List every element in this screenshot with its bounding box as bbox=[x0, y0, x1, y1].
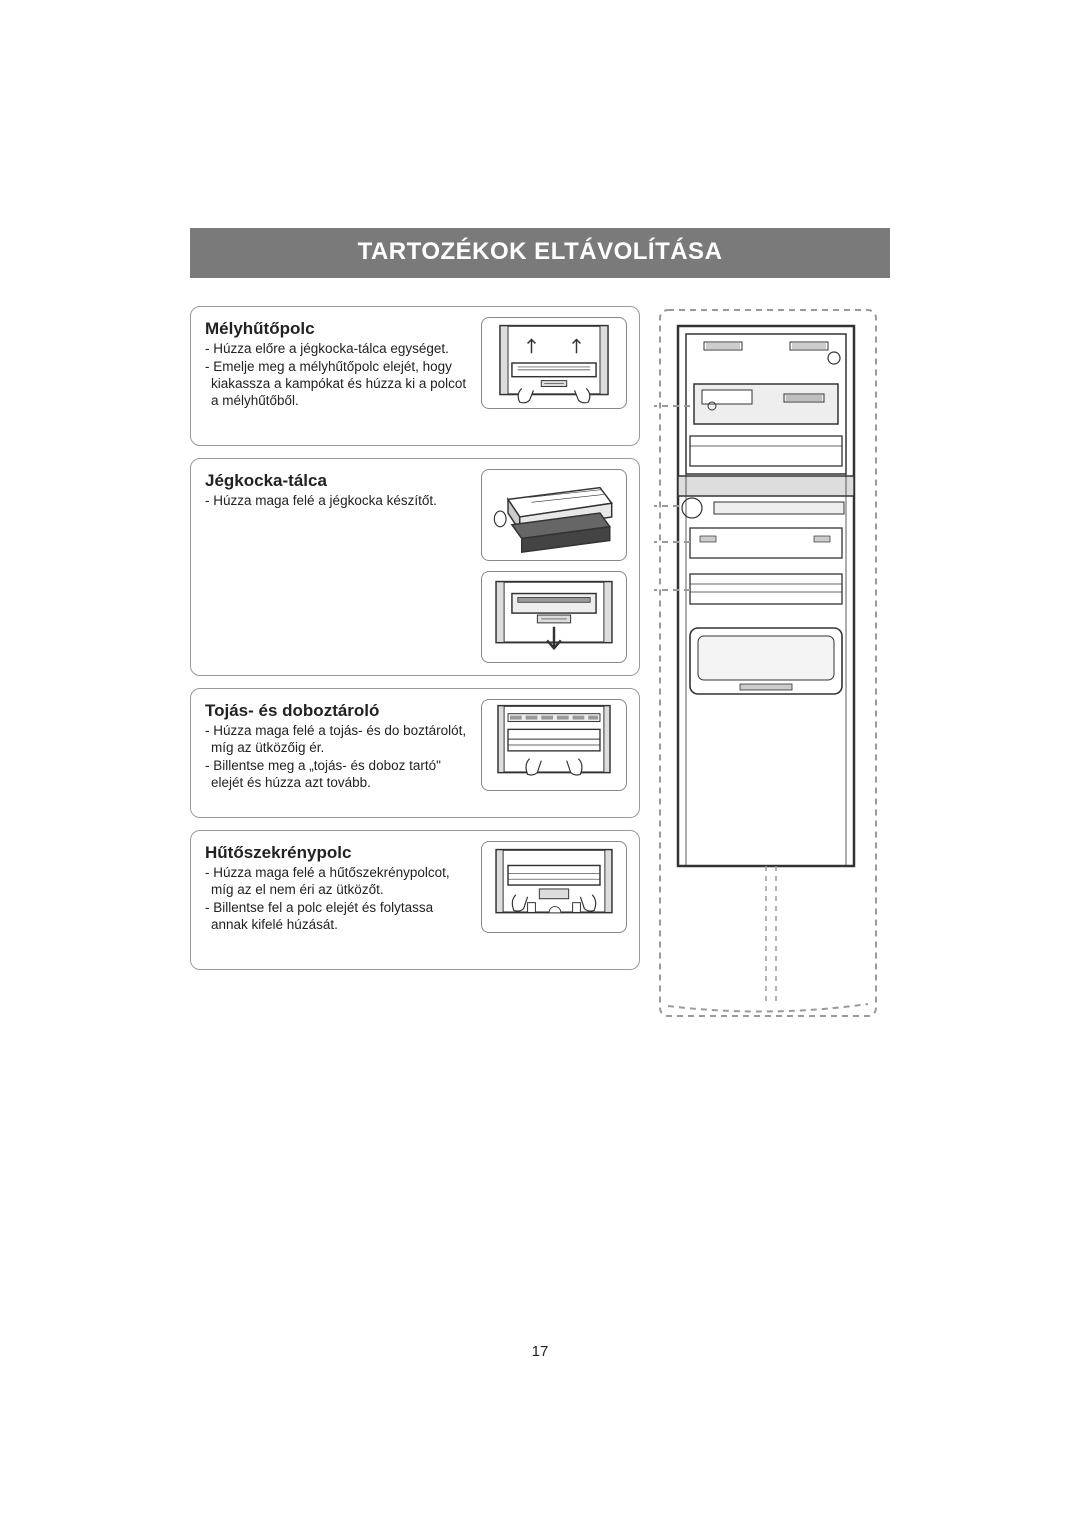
section-line: - Húzza maga felé a jégkocka készítőt. bbox=[205, 493, 471, 510]
section-heading: Tojás- és doboztároló bbox=[205, 701, 471, 721]
section-heading: Mélyhűtőpolc bbox=[205, 319, 471, 339]
manual-page: TARTOZÉKOK ELTÁVOLÍTÁSA Mélyhűtőpolc - H… bbox=[190, 228, 890, 1026]
section-line: - Húzza előre a jégkocka-tálca egységet. bbox=[205, 341, 471, 358]
illustration-ice-tray-front bbox=[481, 571, 627, 663]
section-line: - Billentse meg a „tojás- és doboz tartó… bbox=[205, 758, 471, 792]
section-egg-box-holder: Tojás- és doboztároló - Húzza maga felé … bbox=[190, 688, 640, 818]
page-title: TARTOZÉKOK ELTÁVOLÍTÁSA bbox=[358, 238, 723, 265]
fridge-diagram bbox=[654, 306, 884, 1026]
section-fridge-shelf: Hűtőszekrénypolc - Húzza maga felé a hűt… bbox=[190, 830, 640, 970]
section-text: Jégkocka-tálca - Húzza maga felé a jégko… bbox=[205, 469, 471, 511]
illustration-freezer-shelf bbox=[481, 317, 627, 409]
section-text: Hűtőszekrénypolc - Húzza maga felé a hűt… bbox=[205, 841, 471, 935]
section-text: Tojás- és doboztároló - Húzza maga felé … bbox=[205, 699, 471, 793]
sections-column: Mélyhűtőpolc - Húzza előre a jégkocka-tá… bbox=[190, 306, 640, 970]
section-heading: Hűtőszekrénypolc bbox=[205, 843, 471, 863]
section-line: - Húzza maga felé a tojás- és do boztáro… bbox=[205, 723, 471, 757]
illustration-fridge-shelf bbox=[481, 841, 627, 933]
page-title-bar: TARTOZÉKOK ELTÁVOLÍTÁSA bbox=[190, 228, 890, 278]
section-ice-tray: Jégkocka-tálca - Húzza maga felé a jégko… bbox=[190, 458, 640, 676]
section-freezer-shelf: Mélyhűtőpolc - Húzza előre a jégkocka-tá… bbox=[190, 306, 640, 446]
fridge-diagram-column bbox=[654, 306, 884, 1026]
content-row: Mélyhűtőpolc - Húzza előre a jégkocka-tá… bbox=[190, 306, 890, 1026]
section-line: - Húzza maga felé a hűtőszekrénypolcot, … bbox=[205, 865, 471, 899]
section-line: - Billentse fel a polc elejét és folytas… bbox=[205, 900, 471, 934]
illustration-stack bbox=[481, 469, 627, 663]
section-text: Mélyhűtőpolc - Húzza előre a jégkocka-tá… bbox=[205, 317, 471, 411]
page-number: 17 bbox=[190, 1343, 890, 1360]
section-line: - Emelje meg a mélyhűtőpolc elejét, hogy… bbox=[205, 359, 471, 410]
illustration-ice-tray-top bbox=[481, 469, 627, 561]
illustration-stack bbox=[481, 841, 627, 933]
illustration-stack bbox=[481, 317, 627, 409]
illustration-stack bbox=[481, 699, 627, 791]
section-heading: Jégkocka-tálca bbox=[205, 471, 471, 491]
illustration-egg-box bbox=[481, 699, 627, 791]
